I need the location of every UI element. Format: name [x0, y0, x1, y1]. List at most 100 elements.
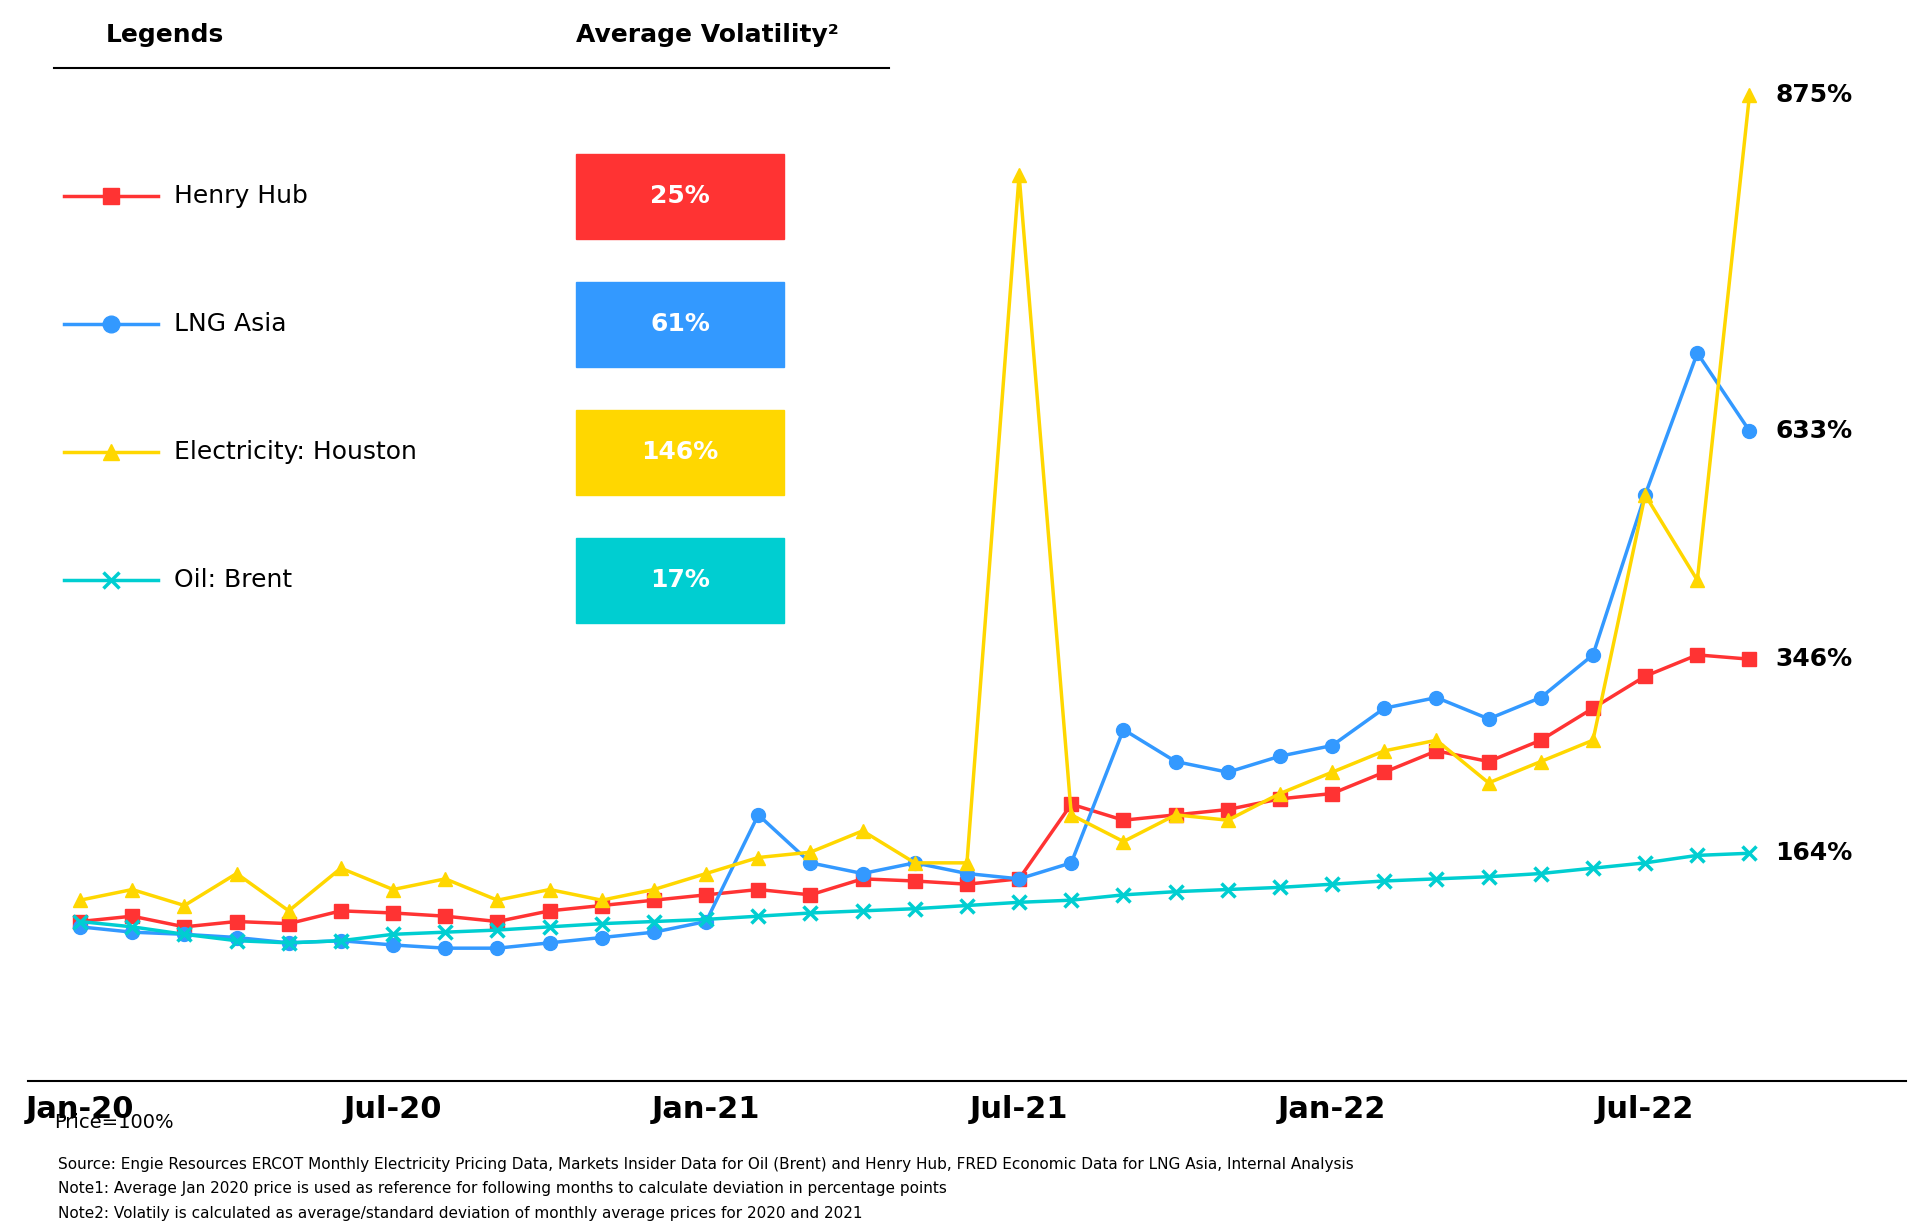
Oil: Brent: (20, 125): Brent: (20, 125): [1112, 888, 1135, 903]
Text: Henry Hub: Henry Hub: [175, 184, 307, 208]
Oil: Brent: (15, 110): Brent: (15, 110): [851, 904, 874, 919]
Text: Price=100%: Price=100%: [54, 1113, 173, 1133]
Oil: Brent: (22, 130): Brent: (22, 130): [1216, 882, 1239, 897]
LNG Asia: [1216, 765, 1239, 780]
Electricity: Houston: (3, 145): Houston: (3, 145): [225, 866, 248, 881]
Electricity: Houston: (22, 195): Houston: (22, 195): [1216, 813, 1239, 828]
Henry Hub: [747, 882, 770, 897]
LNG Asia: [434, 941, 457, 956]
Oil: Brent: (27, 142): Brent: (27, 142): [1477, 870, 1500, 884]
Henry Hub: [851, 872, 874, 887]
Henry Hub: [225, 914, 248, 929]
LNG Asia: [538, 936, 561, 951]
Oil: Brent: (7, 90): Brent: (7, 90): [434, 925, 457, 940]
Henry Hub: [173, 920, 196, 935]
Electricity: Houston: (14, 165): Houston: (14, 165): [799, 845, 822, 860]
Electricity: Houston: (21, 200): Houston: (21, 200): [1164, 807, 1187, 822]
Oil: Brent: (28, 145): Brent: (28, 145): [1529, 866, 1552, 881]
Oil: Brent: (12, 102): Brent: (12, 102): [695, 911, 718, 926]
Electricity: Houston: (8, 120): Houston: (8, 120): [486, 893, 509, 908]
Line: Electricity: Houston: Electricity: Houston: [73, 89, 1756, 918]
Electricity: Houston: (30, 500): Houston: (30, 500): [1633, 487, 1656, 502]
LNG Asia: [1268, 749, 1291, 764]
Oil: Brent: (29, 150): Brent: (29, 150): [1581, 861, 1604, 876]
Electricity: Houston: (32, 875): Houston: (32, 875): [1739, 87, 1762, 102]
LNG Asia: [486, 941, 509, 956]
LNG Asia: [1739, 423, 1762, 438]
Oil: Brent: (2, 88): Brent: (2, 88): [173, 927, 196, 942]
Oil: Brent: (13, 105): Brent: (13, 105): [747, 909, 770, 924]
Henry Hub: [955, 877, 978, 892]
Electricity: Houston: (31, 420): Houston: (31, 420): [1687, 573, 1710, 588]
LNG Asia: [851, 866, 874, 881]
Oil: Brent: (9, 95): Brent: (9, 95): [538, 920, 561, 935]
LNG Asia: [121, 925, 144, 940]
Henry Hub: [1739, 652, 1762, 667]
Bar: [576, 410, 784, 494]
Oil: Brent: (5, 82): Brent: (5, 82): [328, 934, 352, 948]
Text: Source: Engie Resources ERCOT Monthly Electricity Pricing Data, Markets Insider : Source: Engie Resources ERCOT Monthly El…: [58, 1156, 1354, 1171]
Electricity: Houston: (24, 240): Houston: (24, 240): [1320, 765, 1343, 780]
Text: Electricity: Houston: Electricity: Houston: [175, 440, 417, 464]
Henry Hub: [382, 905, 405, 920]
Oil: Brent: (30, 155): Brent: (30, 155): [1633, 856, 1656, 871]
LNG Asia: [1477, 711, 1500, 726]
Electricity: Houston: (11, 130): Houston: (11, 130): [642, 882, 665, 897]
Electricity: Houston: (26, 270): Houston: (26, 270): [1425, 733, 1448, 748]
Electricity: Houston: (4, 110): Houston: (4, 110): [277, 904, 300, 919]
Henry Hub: [1374, 765, 1397, 780]
Text: LNG Asia: LNG Asia: [175, 312, 286, 336]
LNG Asia: [1009, 872, 1032, 887]
Oil: Brent: (1, 95): Brent: (1, 95): [121, 920, 144, 935]
Oil: Brent: (23, 132): Brent: (23, 132): [1268, 879, 1291, 894]
LNG Asia: [225, 930, 248, 945]
LNG Asia: [799, 856, 822, 871]
Bar: [576, 538, 784, 622]
Oil: Brent: (6, 88): Brent: (6, 88): [382, 927, 405, 942]
LNG Asia: [277, 936, 300, 951]
Text: 61%: 61%: [649, 312, 711, 336]
Electricity: Houston: (28, 250): Houston: (28, 250): [1529, 754, 1552, 769]
LNG Asia: [1425, 690, 1448, 705]
Henry Hub: [1216, 802, 1239, 817]
Electricity: Houston: (18, 800): Houston: (18, 800): [1009, 167, 1032, 182]
Oil: Brent: (24, 135): Brent: (24, 135): [1320, 877, 1343, 892]
Henry Hub: [538, 904, 561, 919]
Text: 875%: 875%: [1775, 82, 1852, 107]
Bar: [576, 154, 784, 239]
Text: Oil: Brent: Oil: Brent: [175, 568, 292, 592]
LNG Asia: [1687, 346, 1710, 360]
Oil: Brent: (3, 82): Brent: (3, 82): [225, 934, 248, 948]
LNG Asia: [328, 934, 352, 948]
LNG Asia: [1112, 722, 1135, 737]
Line: Oil: Brent: Oil: Brent: [73, 846, 1756, 950]
Henry Hub: [1425, 743, 1448, 758]
Electricity: Houston: (9, 130): Houston: (9, 130): [538, 882, 561, 897]
Oil: Brent: (32, 164): Brent: (32, 164): [1739, 846, 1762, 861]
Henry Hub: [1112, 813, 1135, 828]
Oil: Brent: (0, 100): Brent: (0, 100): [69, 914, 92, 929]
Electricity: Houston: (27, 230): Houston: (27, 230): [1477, 775, 1500, 790]
Electricity: Houston: (2, 115): Houston: (2, 115): [173, 898, 196, 913]
Henry Hub: [277, 916, 300, 931]
Electricity: Houston: (7, 140): Houston: (7, 140): [434, 872, 457, 887]
Line: Henry Hub: Henry Hub: [73, 648, 1756, 934]
Henry Hub: [69, 914, 92, 929]
Oil: Brent: (11, 100): Brent: (11, 100): [642, 914, 665, 929]
LNG Asia: [903, 856, 926, 871]
LNG Asia: [747, 807, 770, 822]
Electricity: Houston: (12, 145): Houston: (12, 145): [695, 866, 718, 881]
Henry Hub: [1477, 754, 1500, 769]
Text: Note2: Volatily is calculated as average/standard deviation of monthly average p: Note2: Volatily is calculated as average…: [58, 1205, 863, 1220]
LNG Asia: [642, 925, 665, 940]
Oil: Brent: (10, 98): Brent: (10, 98): [590, 916, 613, 931]
Henry Hub: [590, 898, 613, 913]
LNG Asia: [1164, 754, 1187, 769]
Text: Average Volatility²: Average Volatility²: [576, 23, 838, 47]
Oil: Brent: (19, 120): Brent: (19, 120): [1060, 893, 1083, 908]
Oil: Brent: (8, 92): Brent: (8, 92): [486, 922, 509, 937]
Electricity: Houston: (23, 220): Houston: (23, 220): [1268, 786, 1291, 801]
Text: 25%: 25%: [649, 184, 711, 208]
Oil: Brent: (16, 112): Brent: (16, 112): [903, 902, 926, 916]
Henry Hub: [1060, 797, 1083, 812]
